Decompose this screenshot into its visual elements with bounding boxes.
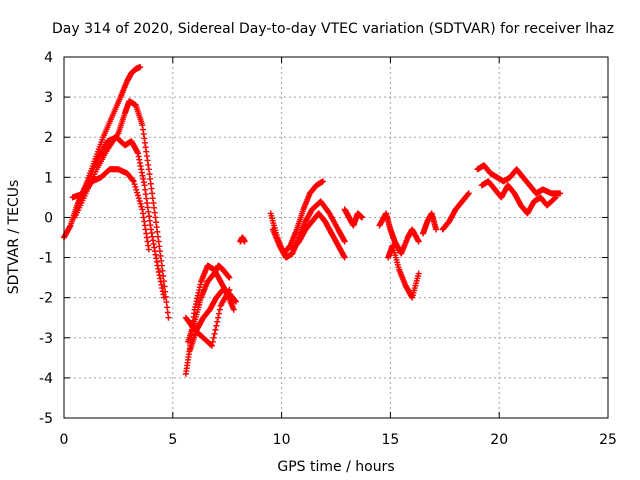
series-lhaz-n bbox=[376, 210, 422, 257]
y-axis-label: SDTVAR / TECUs bbox=[6, 180, 22, 295]
data-point bbox=[552, 194, 559, 201]
data-point bbox=[137, 200, 144, 207]
data-point bbox=[215, 310, 222, 317]
series-lhaz-b bbox=[71, 98, 172, 321]
data-point bbox=[138, 203, 145, 210]
data-point bbox=[241, 238, 248, 245]
y-tick-label: 3 bbox=[44, 90, 53, 106]
data-point bbox=[341, 254, 348, 261]
x-tick-label: 25 bbox=[599, 432, 617, 448]
series-lhaz-k bbox=[269, 198, 348, 261]
data-point bbox=[359, 214, 366, 221]
data-point bbox=[161, 294, 168, 301]
y-tick-label: -3 bbox=[39, 331, 53, 347]
x-tick-label: 5 bbox=[168, 432, 177, 448]
data-points bbox=[61, 64, 564, 377]
data-point bbox=[215, 314, 222, 321]
data-point bbox=[226, 274, 233, 281]
data-point bbox=[136, 197, 143, 204]
x-tick-labels: 0 5 10 15 20 25 bbox=[60, 432, 617, 448]
series-lhaz-s bbox=[478, 178, 559, 217]
data-point bbox=[209, 338, 216, 345]
y-tick-label: 0 bbox=[44, 210, 53, 226]
data-point bbox=[133, 186, 140, 193]
data-point bbox=[131, 181, 138, 188]
data-point bbox=[145, 246, 152, 253]
data-point bbox=[230, 306, 237, 313]
y-tick-label: -1 bbox=[39, 251, 53, 267]
data-point bbox=[212, 326, 219, 333]
series-lhaz-r bbox=[474, 162, 564, 197]
plot-frame bbox=[63, 56, 609, 419]
x-axis-label: GPS time / hours bbox=[277, 459, 394, 475]
y-tick-label: -5 bbox=[39, 411, 53, 427]
series-lhaz-c bbox=[74, 134, 168, 301]
series-lhaz-m bbox=[341, 206, 366, 229]
data-point bbox=[415, 238, 422, 245]
data-point bbox=[213, 322, 220, 329]
data-point bbox=[165, 314, 172, 321]
data-point bbox=[164, 309, 171, 316]
series-lhaz-q bbox=[439, 190, 472, 233]
data-point bbox=[341, 238, 348, 245]
data-point bbox=[557, 190, 564, 197]
data-point bbox=[232, 298, 239, 305]
x-tick-label: 10 bbox=[273, 432, 291, 448]
series-lhaz-i bbox=[237, 234, 248, 245]
y-tick-label: -4 bbox=[39, 371, 53, 387]
data-point bbox=[137, 64, 144, 71]
data-point bbox=[211, 330, 218, 337]
y-tick-label: 1 bbox=[44, 170, 53, 186]
series-lhaz-f bbox=[185, 262, 233, 345]
series-lhaz-p bbox=[420, 210, 440, 237]
data-point bbox=[210, 334, 217, 341]
y-tick-label: -2 bbox=[39, 291, 53, 307]
data-point bbox=[134, 192, 141, 199]
data-point bbox=[159, 267, 166, 274]
data-point bbox=[216, 306, 223, 313]
chart-title: Day 314 of 2020, Sidereal Day-to-day VTE… bbox=[52, 21, 614, 37]
data-point bbox=[135, 195, 142, 202]
series-lhaz-o bbox=[385, 242, 422, 301]
data-point bbox=[319, 178, 326, 185]
data-point bbox=[214, 318, 221, 325]
data-point bbox=[163, 299, 170, 306]
data-point bbox=[465, 190, 472, 197]
series-lhaz-d bbox=[69, 166, 152, 253]
data-point bbox=[132, 183, 139, 190]
data-point bbox=[130, 178, 137, 185]
x-tick-label: 0 bbox=[60, 432, 69, 448]
y-tick-label: 4 bbox=[44, 50, 53, 66]
data-point bbox=[134, 189, 141, 196]
data-point bbox=[433, 226, 440, 233]
series-lhaz-h bbox=[182, 286, 233, 349]
data-point bbox=[551, 195, 558, 202]
grid-lines bbox=[64, 57, 608, 418]
data-point bbox=[226, 286, 233, 293]
x-tick-label: 15 bbox=[381, 432, 399, 448]
data-point bbox=[208, 342, 215, 349]
y-tick-label: 2 bbox=[44, 130, 53, 146]
data-point bbox=[160, 273, 167, 280]
data-point bbox=[164, 304, 171, 311]
y-tick-labels: -5 -4 -3 -2 -1 0 1 2 3 4 bbox=[39, 50, 53, 427]
series-lhaz-l bbox=[289, 210, 348, 261]
series-lhaz-j bbox=[267, 178, 326, 257]
data-point bbox=[415, 270, 422, 277]
x-tick-label: 20 bbox=[490, 432, 508, 448]
series-lhaz-g bbox=[187, 286, 239, 353]
data-point bbox=[208, 341, 215, 348]
